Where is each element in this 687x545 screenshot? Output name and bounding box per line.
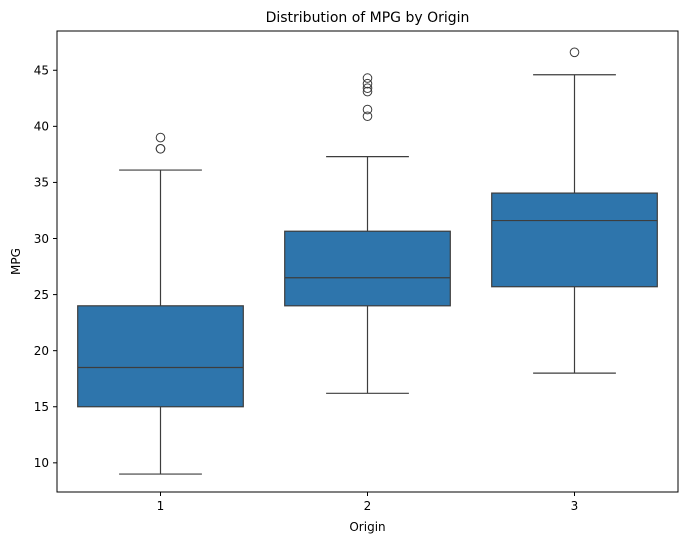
chart-title: Distribution of MPG by Origin <box>266 10 470 26</box>
x-tick-label: 1 <box>157 499 165 513</box>
outlier-point <box>362 104 373 115</box>
y-tick-label: 35 <box>34 176 49 190</box>
box-group-1 <box>77 132 244 475</box>
outlier-point <box>362 83 373 94</box>
plot-area <box>77 47 658 475</box>
y-tick-label: 10 <box>34 456 49 470</box>
outlier-point <box>362 86 373 97</box>
y-tick-label: 20 <box>34 344 49 358</box>
iqr-box <box>491 192 658 288</box>
outlier-point <box>362 111 373 122</box>
x-axis: 1 2 3 <box>157 492 579 513</box>
y-tick-label: 15 <box>34 400 49 414</box>
box-group-3 <box>491 47 658 374</box>
iqr-box <box>77 305 244 408</box>
y-tick-label: 40 <box>34 120 49 134</box>
x-tick-label: 3 <box>571 499 579 513</box>
outlier-point <box>569 47 580 58</box>
y-axis: 10 15 20 25 30 35 40 45 <box>34 64 57 470</box>
outlier-point <box>155 143 166 154</box>
y-tick-label: 30 <box>34 232 49 246</box>
outlier-point <box>362 78 373 89</box>
x-axis-title: Origin <box>349 520 385 534</box>
iqr-box <box>284 230 451 307</box>
y-tick-label: 25 <box>34 288 49 302</box>
y-axis-title: MPG <box>9 248 23 275</box>
box-group-2 <box>284 73 451 394</box>
x-tick-label: 2 <box>364 499 372 513</box>
outlier-point <box>155 132 166 143</box>
outlier-point <box>362 73 373 83</box>
y-tick-label: 45 <box>34 64 49 78</box>
